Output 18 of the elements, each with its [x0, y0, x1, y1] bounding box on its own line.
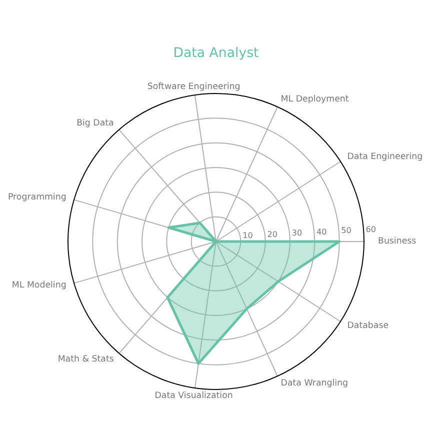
- y-tick-label: 40: [316, 227, 327, 236]
- spoke-label: ML Deployment: [280, 94, 350, 105]
- y-tick-label: 30: [292, 228, 302, 238]
- spoke-label: ML Modeling: [12, 280, 66, 290]
- spoke-label: Data Visualization: [154, 390, 233, 401]
- spoke-label: Data Engineering: [347, 152, 423, 162]
- spoke-label: Data Wrangling: [280, 378, 348, 388]
- spoke-label: Business: [378, 236, 417, 246]
- chart-title: Data Analyst: [173, 46, 259, 61]
- y-tick-label: 60: [366, 224, 376, 234]
- spoke-label: Programming: [8, 192, 66, 203]
- y-tick-label: 50: [341, 226, 352, 236]
- spoke-label: Big Data: [76, 118, 114, 129]
- spoke-label: Software Engineering: [147, 82, 240, 92]
- y-tick-label: 20: [267, 230, 278, 239]
- y-tick-label: 10: [242, 231, 253, 240]
- spoke-label: Database: [347, 320, 389, 331]
- spoke-label: Math & Stats: [58, 354, 114, 364]
